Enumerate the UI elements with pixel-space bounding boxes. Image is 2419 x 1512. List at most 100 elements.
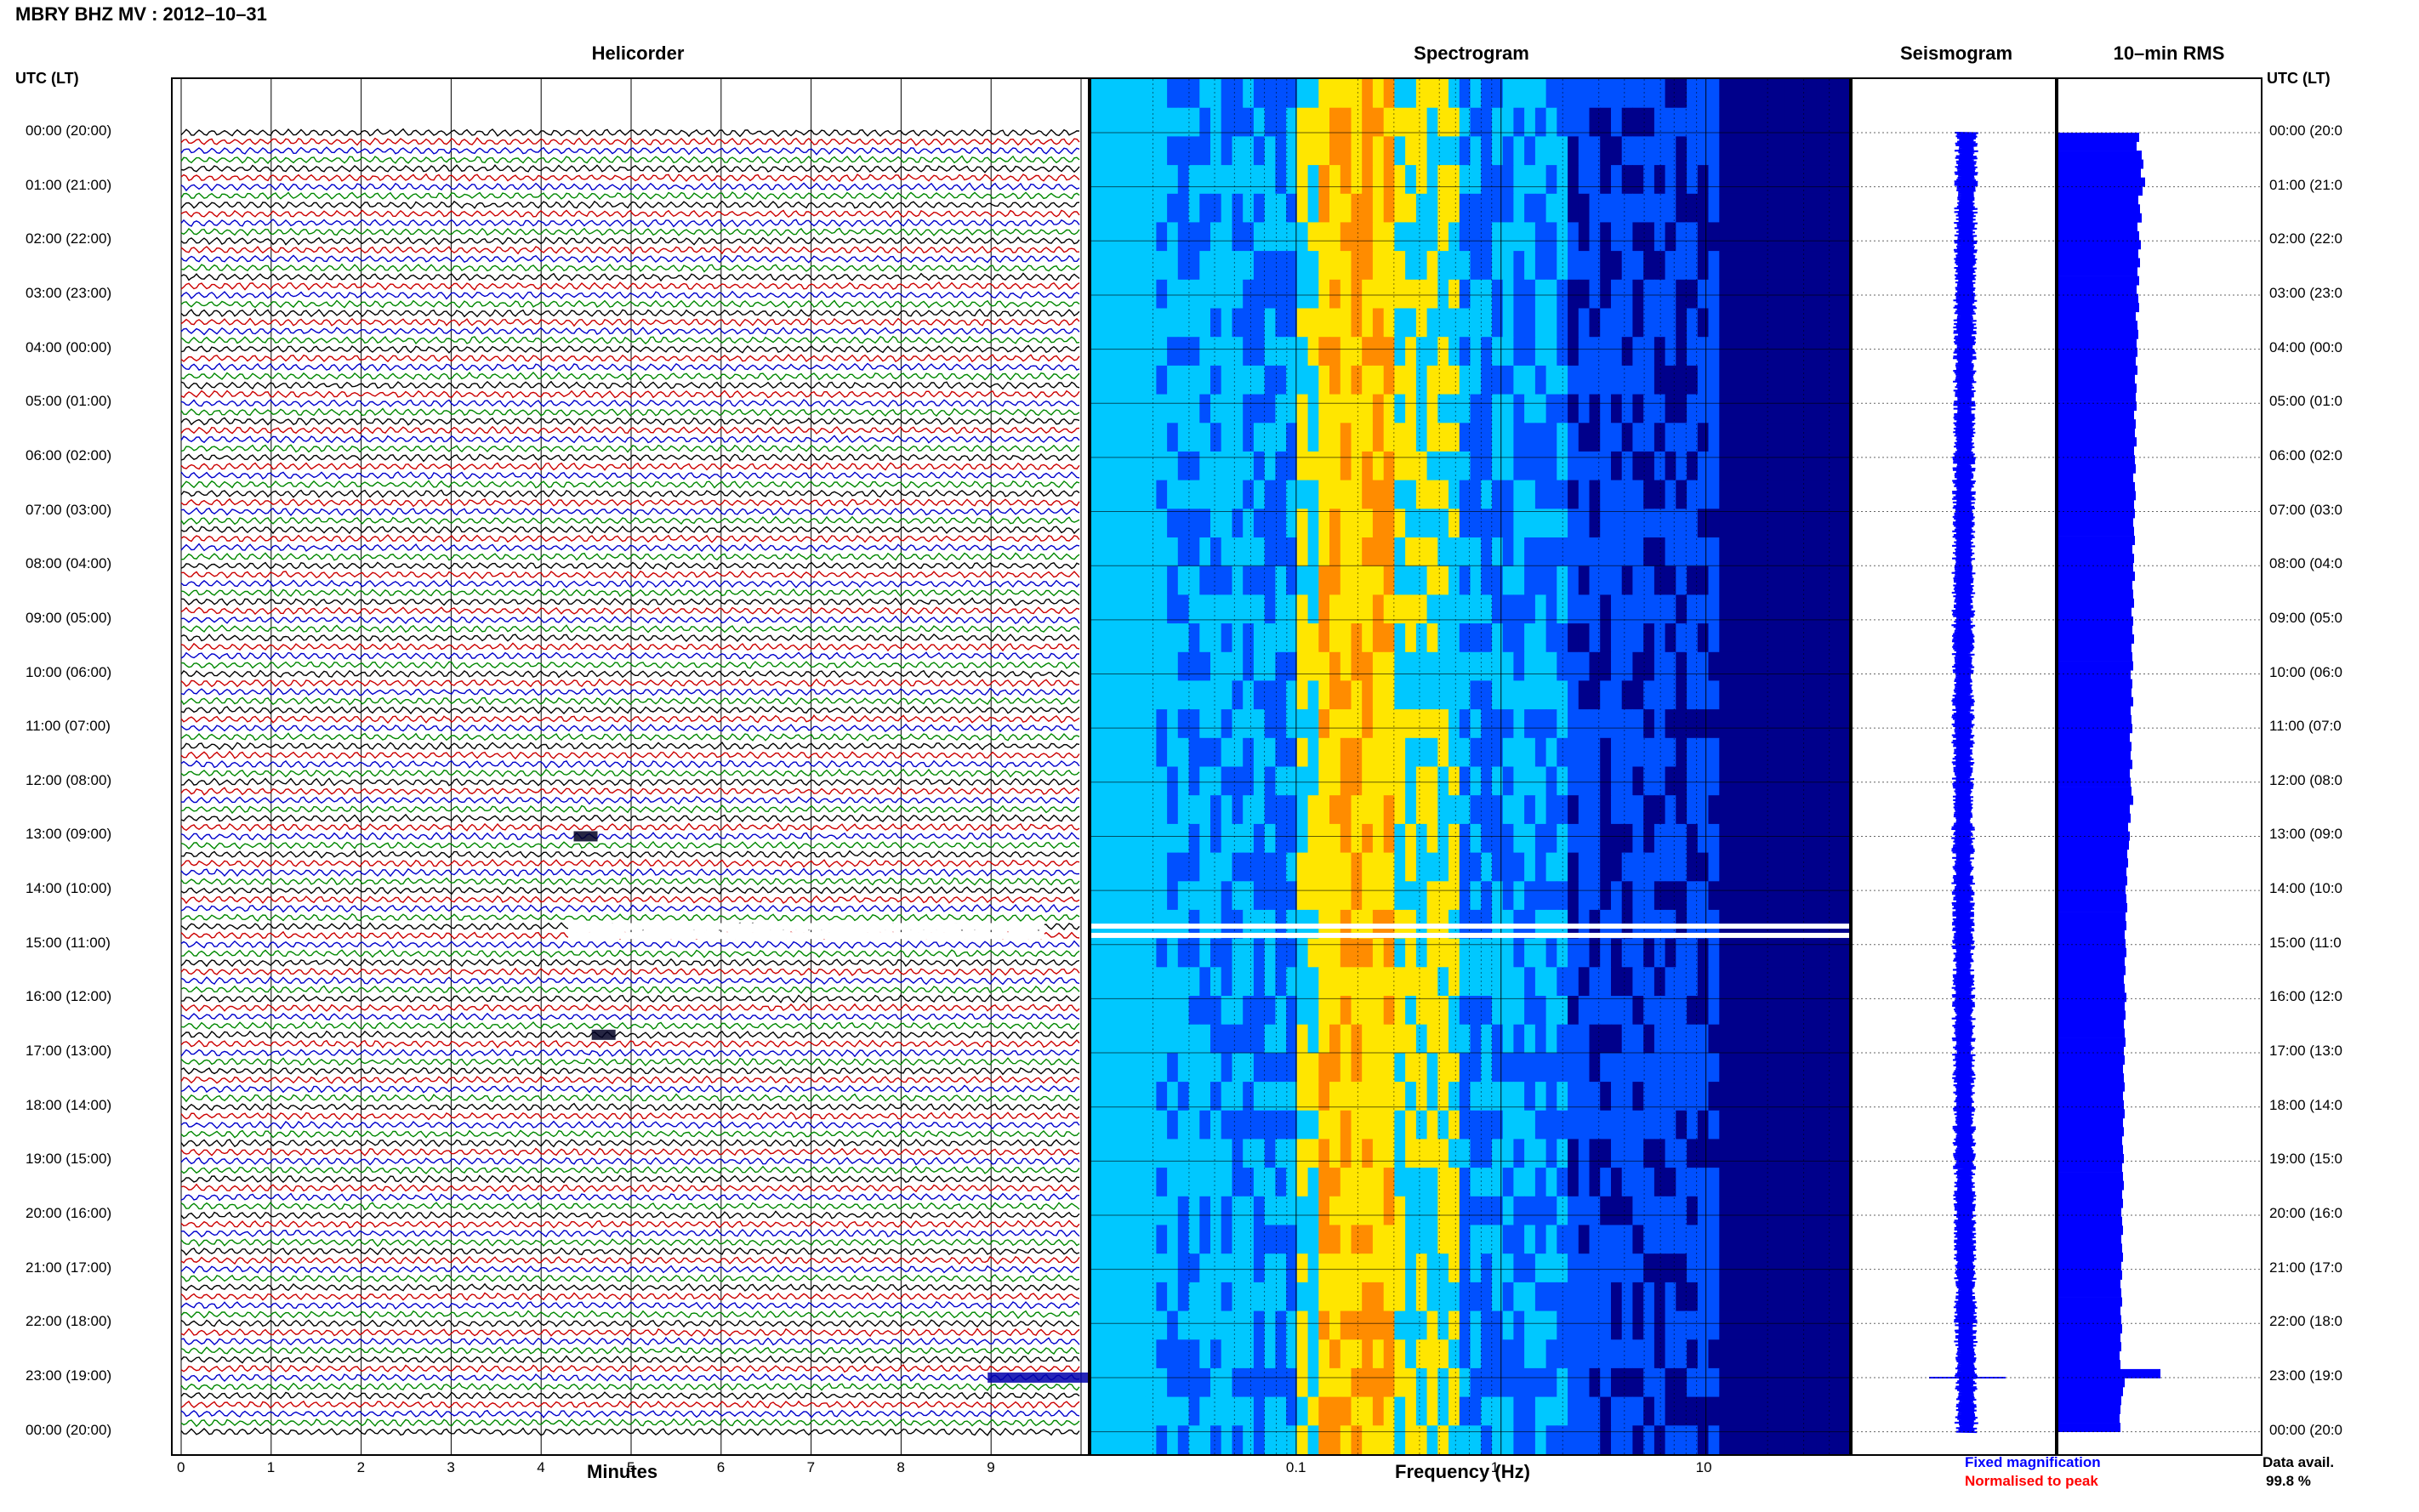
spectrogram-cell [1708,1053,1720,1083]
spectrogram-cell [1708,566,1720,595]
spectrogram-cell [1177,1310,1190,1340]
spectrogram-cell [1351,394,1363,423]
spectrogram-cell [1621,651,1633,682]
spectrogram-cell [1534,1110,1547,1140]
spectrogram-cell [1296,938,1309,968]
spectrogram-cell [1372,996,1385,1026]
rms-bar [2058,939,2126,949]
spectrogram-cell [1502,222,1514,252]
spectrogram-cell [1697,279,1710,310]
spectrogram-cell [1470,737,1482,768]
spectrogram-cell [1676,365,1688,395]
spectrogram-cell [1545,938,1557,968]
spectrogram-cell [1751,1339,1763,1369]
spectrogram-cell [1264,337,1276,367]
spectrogram-cell [1351,680,1363,710]
spectrogram-cell [1524,967,1536,997]
spectrogram-cell [1383,1425,1395,1454]
spectrogram-cell [1513,136,1525,166]
spectrogram-cell [1502,1253,1514,1283]
spectrogram-cell [1687,1310,1699,1340]
spectrogram-cell [1372,1425,1385,1454]
spectrogram-cell [1665,279,1676,310]
spectrogram-cell [1697,79,1710,109]
spectrogram-cell [1740,967,1752,997]
spectrogram-cell [1481,1053,1493,1083]
spectrogram-cell [1307,165,1319,195]
spectrogram-cell [1697,1282,1710,1312]
spectrogram-cell [1481,1396,1493,1426]
spectrogram-cell [1524,165,1536,195]
rms-bar [2058,983,2125,993]
spectrogram-cell [1838,107,1849,137]
spectrogram-cell [1091,423,1103,452]
hour-label-right: 05:00 (01:0 [2269,393,2343,410]
spectrogram-cell [1719,107,1731,137]
hour-label-left: 19:00 (15:00) [26,1151,112,1168]
spectrogram-cell [1524,1396,1536,1426]
helicorder-trace [180,1300,1080,1310]
spectrogram-cell [1600,623,1612,653]
spectrogram-cell [1492,594,1504,624]
spectrogram-cell [1697,967,1710,997]
spectrogram-cell [1795,881,1807,911]
spectrogram-cell [1838,337,1849,367]
spectrogram-cell [1091,594,1103,624]
spectrogram-cell [1307,680,1319,710]
rms-bar [2058,1386,2123,1396]
spectrogram-cell [1784,136,1796,166]
spectrogram-cell [1534,737,1547,768]
spectrogram-cell [1232,566,1244,595]
spectrogram-cell [1210,1367,1222,1398]
spectrogram-cell [1719,766,1731,796]
spectrogram-cell [1383,1310,1395,1340]
spectrogram-cell [1275,967,1287,997]
spectrogram-cell [1134,451,1147,481]
spectrogram-cell [1697,365,1710,395]
spectrogram-cell [1600,1425,1612,1454]
spectrogram-cell [1307,996,1319,1026]
spectrogram-cell [1177,1053,1190,1083]
spectrogram-cell [1816,480,1829,509]
spectrogram-cell [1784,451,1796,481]
helicorder-trace [180,128,1080,138]
helicorder-trace [180,796,1080,805]
rms-title: 10–min RMS [2113,43,2225,64]
spectrogram-cell [1502,651,1514,682]
spectrogram-cell [1177,996,1190,1026]
spectrogram-cell [1545,1367,1557,1398]
hour-label-right: 06:00 (02:0 [2269,446,2343,463]
spectrogram-cell [1816,623,1829,653]
spectrogram-cell [1816,1196,1829,1226]
spectrogram-cell [1210,852,1222,882]
spectrogram-cell [1275,766,1287,796]
spectrogram-cell [1177,423,1190,452]
spectrogram-cell [1459,509,1471,538]
spectrogram-cell [1524,1139,1536,1168]
spectrogram-cell [1762,651,1774,682]
spectrogram-cell [1795,680,1807,710]
spectrogram-cell [1621,136,1633,166]
spectrogram-cell [1784,651,1796,682]
spectrogram-cell [1589,365,1601,395]
spectrogram-cell [1643,451,1655,481]
spectrogram-cell [1101,136,1113,166]
spectrogram-cell [1307,651,1319,682]
helicorder-event [573,831,598,842]
spectrogram-cell [1329,737,1341,768]
spectrogram-cell [1351,623,1363,653]
spectrogram-cell [1806,251,1818,281]
spectrogram-cell [1751,594,1763,624]
spectrogram-cell [1199,1139,1211,1168]
spectrogram-cell [1167,1396,1179,1426]
spectrogram-cell [1838,737,1849,768]
spectrogram-cell [1611,881,1623,911]
spectrogram-cell [1210,1024,1222,1054]
spectrogram-cell [1415,107,1428,137]
spectrogram-cell [1795,996,1807,1026]
spectrogram-title: Spectrogram [1414,43,1529,64]
spectrogram-cell [1643,1339,1655,1369]
spectrogram-cell [1697,1024,1710,1054]
rms-bar [2058,607,2132,617]
spectrogram-cell [1643,480,1655,509]
